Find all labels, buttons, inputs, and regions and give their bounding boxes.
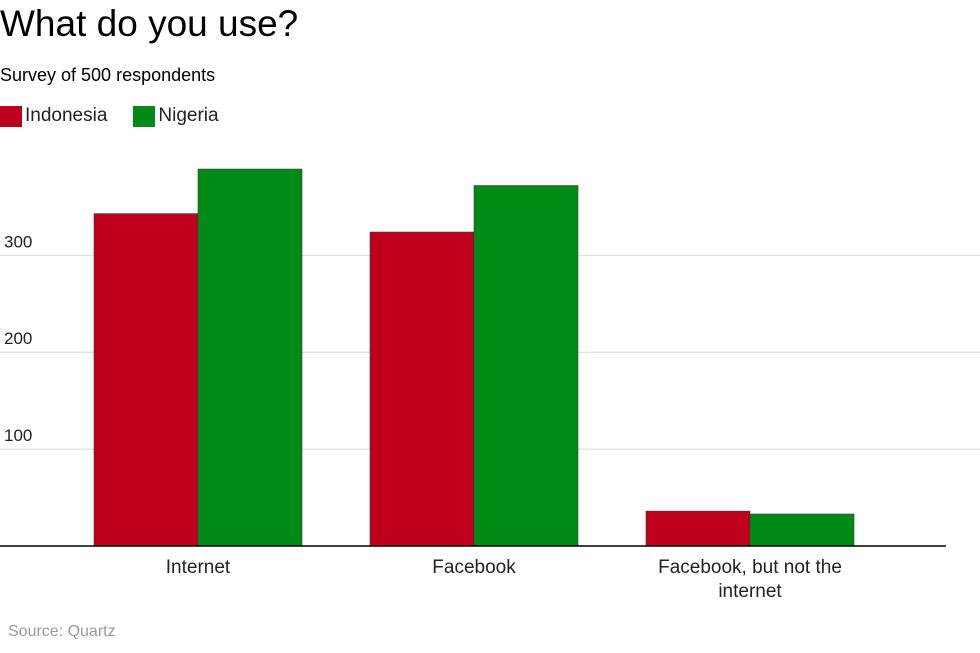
- chart-title: What do you use?: [0, 3, 299, 44]
- y-tick-label-100: 100: [4, 426, 32, 445]
- legend-label-indonesia: Indonesia: [25, 105, 108, 126]
- x-tick-label-3: Facebook, but not the internet: [658, 557, 842, 602]
- x-tick-label-2: Facebook: [432, 557, 516, 578]
- bar-nigeria-2: [473, 185, 579, 547]
- bar-indonesia-1: [93, 213, 199, 547]
- legend-swatch-indonesia: [0, 105, 22, 127]
- x-tick-label-1: Internet: [166, 557, 231, 578]
- y-tick-label-200: 200: [4, 329, 32, 348]
- legend-swatch-nigeria: [133, 105, 156, 127]
- legend-item-indonesia: Indonesia: [0, 105, 107, 127]
- bar-indonesia-3: [645, 510, 751, 547]
- bar-indonesia-2: [369, 231, 475, 547]
- legend-item-nigeria: Nigeria: [133, 105, 219, 127]
- chart-subtitle: Survey of 500 respondents: [0, 65, 216, 85]
- legend-label-nigeria: Nigeria: [158, 105, 219, 126]
- bar-nigeria-3: [749, 513, 855, 547]
- y-tick-label-300: 300: [4, 232, 32, 251]
- bar-nigeria-1: [197, 168, 303, 547]
- legend: Indonesia Nigeria: [0, 105, 245, 127]
- source-note: Source: Quartz: [8, 623, 116, 640]
